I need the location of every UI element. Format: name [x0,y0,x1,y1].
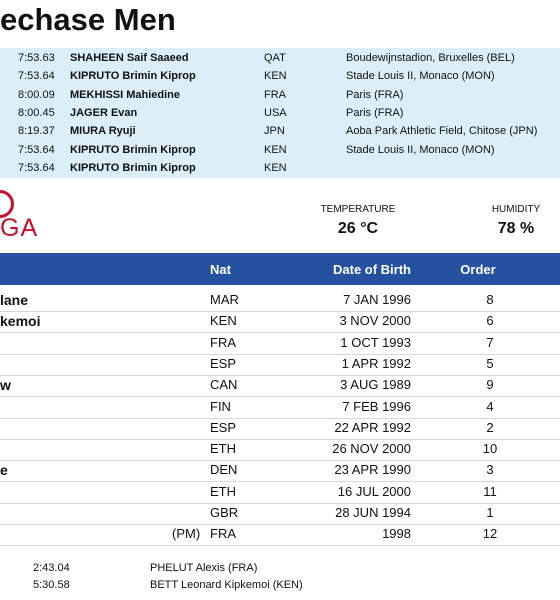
record-cell: 8:19.37 [18,125,55,138]
dob: 23 APR 1990 [334,462,411,478]
dob: 1998 [382,526,411,542]
dob: 7 JAN 1996 [343,292,411,307]
record-cell: JPN [264,125,285,138]
nat: MAR [210,292,239,307]
table-header [0,253,560,285]
order: 9 [486,377,494,393]
records-panel [0,48,560,178]
row-separator [0,417,560,419]
order: 5 [486,355,494,371]
title: echase Men [0,2,176,37]
record-cell: MEKHISSI Mahiedine [70,88,181,101]
record-cell: KEN [264,161,287,174]
weather-label: TEMPERATURE [320,204,396,215]
record-cell: Stade Louis II, Monaco (MON) [346,143,495,156]
record-cell: 7:53.64 [18,161,55,174]
nat: ESP [210,419,237,435]
order: 7 [486,334,494,350]
split-time: 5:30.58 [33,579,70,591]
record-cell: Paris (FRA) [346,88,404,101]
split-leader: PHELUT Alexis (FRA) [150,562,258,574]
athlete-name: lane [0,292,29,308]
dob: 3 NOV 2000 [339,313,411,329]
record-cell: 7:53.63 [18,52,55,64]
dob: 22 APR 1992 [334,419,411,435]
order: 1 [486,505,494,520]
record-cell: KEN [264,70,287,83]
nat: FRA [210,334,236,350]
row-separator [0,545,560,547]
order: 11 [483,483,497,499]
record-cell: KIPRUTO Brimin Kiprop [70,70,196,83]
dob: 3 AUG 1989 [340,377,411,393]
dob: 1 APR 1992 [341,355,411,371]
split-leader: BETT Leonard Kipkemoi (KEN) [150,579,303,591]
split-time: 2:43.04 [33,562,70,574]
note: (PM) [172,526,201,542]
nat: ETH [210,441,236,457]
nat: ESP [210,355,237,371]
order: 10 [482,441,498,457]
record-cell: Aoba Park Athletic Field, Chitose (JPN) [346,125,538,138]
row-separator [0,502,560,504]
record-cell: MIURA Ryuji [70,125,136,138]
record-cell: KIPRUTO Brimin Kiprop [70,143,196,156]
dob: 16 JUL 2000 [337,483,411,499]
record-cell: JAGER Evan [70,106,138,119]
row-separator [0,332,560,334]
dob: 26 NOV 2000 [332,441,411,457]
dob: 28 JUN 1994 [335,505,411,520]
column-header: Date of Birth [333,262,411,277]
record-cell: KEN [264,143,287,156]
weather-label: HUMIDITY [491,204,541,215]
column-header: Nat [210,262,231,277]
athlete-name: w [0,377,11,394]
order: 8 [486,292,494,307]
row-separator [0,353,560,355]
record-cell: FRA [264,88,286,101]
row-separator [0,460,560,462]
order: 4 [486,398,494,414]
record-cell: 8:00.45 [18,106,55,119]
nat: FRA [210,526,236,542]
order: 3 [486,462,494,478]
row-separator [0,524,560,525]
row-separator [0,374,560,376]
row-separator [0,311,560,312]
record-cell: 8:00.09 [18,88,55,101]
column-header: Order [460,262,496,277]
nat: FIN [210,398,231,414]
weather-value: 78 % [497,220,535,237]
order: 6 [486,313,494,329]
logo: GA [0,214,39,242]
record-cell: Boudewijnstadion, Bruxelles (BEL) [346,52,515,64]
order: 2 [486,419,494,435]
row-separator [0,396,560,398]
record-cell: Paris (FRA) [346,106,404,119]
athlete-name: kemoi [0,313,41,330]
record-cell: Stade Louis II, Monaco (MON) [346,70,495,83]
record-cell: SHAHEEN Saif Saaeed [70,52,189,64]
row-separator [0,438,560,440]
dob: 7 FEB 1996 [342,398,411,414]
nat: CAN [210,377,238,393]
record-cell: KIPRUTO Brimin Kiprop [70,161,196,174]
order: 12 [482,526,498,542]
record-cell: 7:53.64 [18,70,55,83]
athlete-name: e [0,462,8,479]
nat: GBR [210,505,239,520]
record-cell: USA [264,106,287,119]
nat: ETH [210,483,236,499]
row-separator [0,481,560,483]
nat: KEN [210,313,237,329]
record-cell: QAT [264,52,286,64]
weather-value: 26 °C [337,220,379,237]
record-cell: 7:53.64 [18,143,55,156]
nat: DEN [210,462,238,478]
dob: 1 OCT 1993 [340,334,411,350]
